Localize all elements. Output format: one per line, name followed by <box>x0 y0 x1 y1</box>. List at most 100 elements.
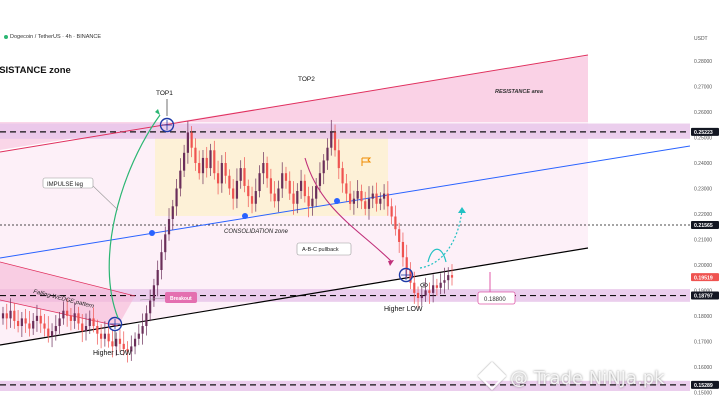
candle-body <box>360 191 363 202</box>
candle-body <box>228 175 231 189</box>
y-tick-label: 0.23000 <box>694 186 712 192</box>
candle-body <box>152 285 156 301</box>
consolidation-label: CONSOLIDATION zone <box>224 229 289 235</box>
y-tick-label: 0.21000 <box>694 237 712 243</box>
candle-body <box>371 193 374 199</box>
resistance-area-label: RESISTANCE area <box>495 89 543 95</box>
y-tick-label: 0.25000 <box>694 136 712 142</box>
y-tick-label: 0.20000 <box>694 263 712 269</box>
candle-body <box>198 163 201 174</box>
symbol-title: Dogecoin / TetherUS · 4h · BINANCE <box>10 34 101 40</box>
candle-body <box>111 341 114 347</box>
candle-body <box>149 300 152 314</box>
candle-body <box>299 180 303 192</box>
candle-body <box>66 310 69 316</box>
candle-body <box>386 193 389 207</box>
y-axis-background <box>690 0 720 405</box>
candle-body <box>375 193 378 204</box>
wedge-fill <box>0 262 135 326</box>
candle-body <box>262 163 265 174</box>
candle-body <box>16 320 20 327</box>
status-dot-icon <box>4 34 8 39</box>
candle-body <box>58 318 61 327</box>
candle-body <box>284 173 288 181</box>
candle-body <box>205 157 208 169</box>
candle-body <box>213 150 216 174</box>
candles <box>1 119 454 363</box>
higher-low-2-marker-icon <box>398 267 414 283</box>
candle-body <box>100 333 103 339</box>
candle-body <box>92 318 95 327</box>
wedge-upper-line <box>0 261 136 297</box>
candle-body <box>269 178 272 194</box>
candle-body <box>303 180 306 197</box>
y-tick-label: 0.15000 <box>694 390 712 396</box>
candle-body <box>322 160 325 174</box>
candle-body <box>43 323 46 329</box>
currency-label: USDT <box>694 36 708 42</box>
flag-icon <box>361 157 372 166</box>
candle-body <box>141 326 144 334</box>
resistance-zone-label: RESISTANCE zone <box>0 65 71 76</box>
candle-body <box>62 310 65 319</box>
candle-body <box>167 219 171 235</box>
candle-body <box>13 310 16 321</box>
candle-body <box>20 318 23 327</box>
candle-body <box>409 269 412 283</box>
candle-body <box>235 180 239 199</box>
y-tick-label: 0.26000 <box>694 110 712 116</box>
candle-body <box>232 188 235 199</box>
candle-body <box>352 198 355 204</box>
candle-body <box>450 275 454 278</box>
candle-body <box>81 323 84 332</box>
candle-body <box>126 348 129 352</box>
candle-body <box>424 290 427 296</box>
price-tag-label: 0.18797 <box>694 294 713 300</box>
target-label: 0.18800 <box>484 297 506 303</box>
candle-body <box>77 313 80 324</box>
abc-arrowhead-icon <box>388 260 394 266</box>
y-tick-label: 0.28000 <box>694 59 712 65</box>
candle-body <box>443 280 446 283</box>
candle-body <box>349 193 352 204</box>
candle-body <box>118 338 122 344</box>
candle-body <box>341 168 344 184</box>
resistance-trendline <box>0 54 589 153</box>
eye-icon-pupil <box>423 284 425 286</box>
price-tag-bg <box>691 291 719 300</box>
candle-body <box>122 343 125 349</box>
candle-body <box>382 193 386 199</box>
candle-body <box>315 185 318 199</box>
top1-label: TOP1 <box>156 90 173 97</box>
candle-body <box>394 216 397 230</box>
zone-base <box>0 380 690 391</box>
candle-body <box>88 318 91 327</box>
candle-body <box>133 338 137 347</box>
impulse-pointer <box>92 185 119 211</box>
candle-body <box>254 191 257 204</box>
higher-low-1-label: Higher LOW <box>93 350 132 357</box>
higher-low-2-label: Higher LOW <box>384 306 423 313</box>
candle-body <box>179 170 182 189</box>
abc-label: A-B-C pullback <box>302 247 339 253</box>
price-tag-label: 0.19519 <box>694 275 713 281</box>
impulse-label-box <box>42 177 94 189</box>
price-tag-label: 0.25223 <box>694 130 713 136</box>
watermark-text: @ Trade NiNJa.pk <box>510 368 665 389</box>
candle-body <box>69 315 73 321</box>
candle-body <box>296 191 299 204</box>
candle-body <box>258 173 261 192</box>
candle-body <box>416 292 420 299</box>
y-tick-label: 0.27000 <box>694 85 712 91</box>
candle-body <box>54 326 57 332</box>
top2-label: TOP2 <box>298 76 315 83</box>
candle-body <box>190 132 193 148</box>
projection-arrowhead-icon <box>458 207 466 213</box>
impulse-arrow <box>108 114 161 319</box>
price-tag-bg <box>691 380 719 389</box>
candle-body <box>164 234 167 253</box>
y-tick-label: 0.19000 <box>694 288 712 294</box>
candle-body <box>201 157 205 174</box>
